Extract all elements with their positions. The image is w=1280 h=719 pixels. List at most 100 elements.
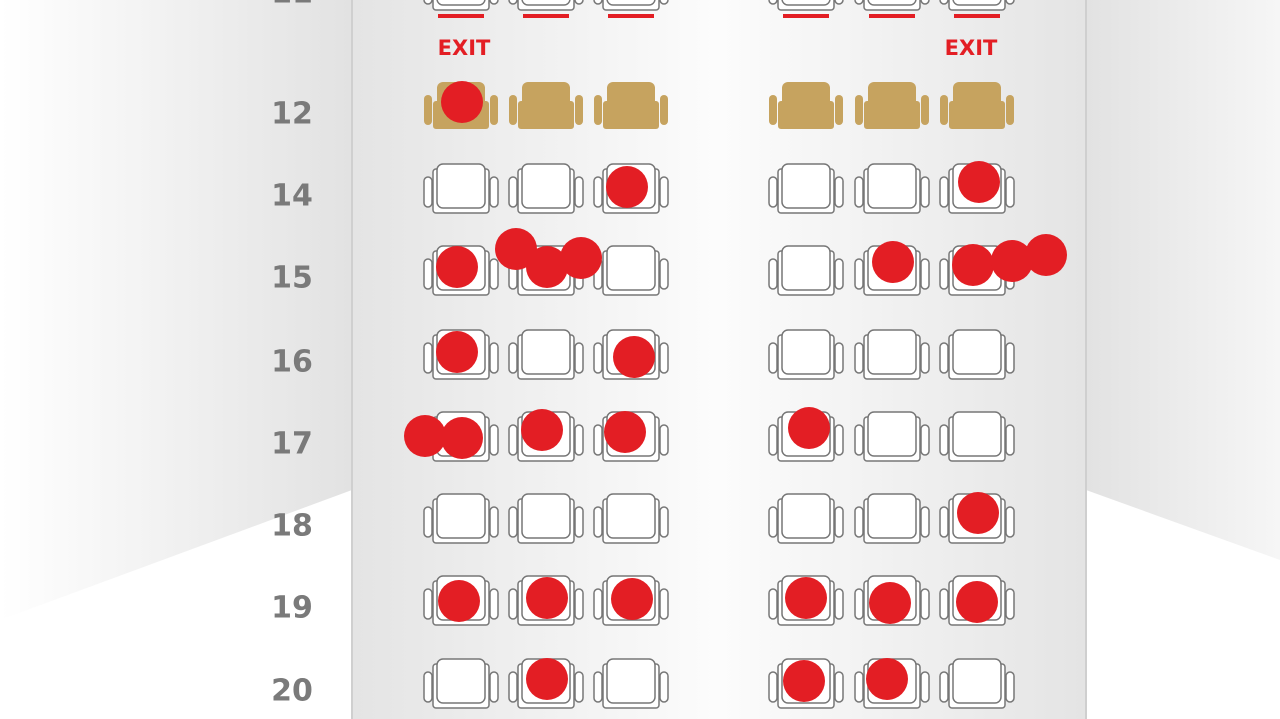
seat-back xyxy=(781,0,831,6)
seat-back xyxy=(521,0,571,6)
passenger-dot xyxy=(441,81,483,123)
armrest xyxy=(1006,95,1014,125)
armrest xyxy=(423,258,433,290)
armrest xyxy=(834,506,844,538)
armrest xyxy=(1005,671,1015,703)
armrest xyxy=(939,342,949,374)
passenger-dot xyxy=(526,577,568,619)
passenger-dot xyxy=(521,409,563,451)
seat-back xyxy=(436,163,486,209)
seat xyxy=(593,658,669,709)
seat xyxy=(939,329,1015,380)
passenger-dot xyxy=(866,658,908,700)
seat xyxy=(768,329,844,380)
armrest xyxy=(574,176,584,208)
passenger-dot xyxy=(438,580,480,622)
seat-back xyxy=(867,0,917,6)
armrest xyxy=(834,671,844,703)
seat-back xyxy=(521,329,571,375)
seat-back xyxy=(521,493,571,539)
armrest xyxy=(423,342,433,374)
armrest xyxy=(423,506,433,538)
armrest xyxy=(920,671,930,703)
fuselage-left xyxy=(0,0,352,620)
row-label: 15 xyxy=(271,261,313,296)
seat xyxy=(769,82,843,129)
seat xyxy=(768,163,844,214)
armrest xyxy=(508,176,518,208)
seat xyxy=(508,329,584,380)
exit-marker xyxy=(869,14,915,18)
armrest xyxy=(768,671,778,703)
seat xyxy=(854,411,930,462)
seat xyxy=(508,493,584,544)
armrest xyxy=(1005,0,1015,5)
armrest xyxy=(659,258,669,290)
seat-back xyxy=(521,163,571,209)
armrest xyxy=(834,424,844,456)
seat xyxy=(423,163,499,214)
seat xyxy=(423,658,499,709)
passenger-dot xyxy=(436,331,478,373)
seat-back xyxy=(867,163,917,209)
row-label: 19 xyxy=(271,591,313,626)
seat-base xyxy=(778,101,834,129)
seat xyxy=(855,82,929,129)
row-labels: 11 12 14 15 16 17 18 19 20 xyxy=(271,0,313,709)
armrest xyxy=(1005,342,1015,374)
passenger-dot xyxy=(526,246,568,288)
seat xyxy=(768,245,844,296)
armrest xyxy=(834,588,844,620)
armrest xyxy=(574,0,584,5)
seat-base xyxy=(949,101,1005,129)
row-label: 11 xyxy=(271,0,313,11)
armrest xyxy=(939,588,949,620)
seat-back xyxy=(781,493,831,539)
armrest xyxy=(508,671,518,703)
armrest xyxy=(1005,588,1015,620)
passenger-dot xyxy=(991,240,1033,282)
passenger-dot xyxy=(436,246,478,288)
seat xyxy=(508,163,584,214)
exit-marker xyxy=(608,14,654,18)
armrest xyxy=(768,588,778,620)
seat-back xyxy=(436,493,486,539)
armrest xyxy=(768,424,778,456)
armrest xyxy=(834,258,844,290)
armrest xyxy=(939,671,949,703)
seat xyxy=(593,0,669,11)
passenger-dot xyxy=(606,166,648,208)
row-label: 18 xyxy=(271,509,313,544)
seat-back xyxy=(781,245,831,291)
armrest xyxy=(768,258,778,290)
seat-back xyxy=(952,658,1002,704)
armrest xyxy=(939,424,949,456)
seat-back xyxy=(867,329,917,375)
passenger-dot xyxy=(604,411,646,453)
seat xyxy=(593,493,669,544)
seat xyxy=(939,658,1015,709)
passenger-dot xyxy=(1025,234,1067,276)
passenger-dot xyxy=(785,577,827,619)
armrest xyxy=(854,0,864,5)
armrest xyxy=(593,671,603,703)
seat-base xyxy=(864,101,920,129)
seat xyxy=(508,0,584,11)
exit-marker xyxy=(783,14,829,18)
armrest xyxy=(575,95,583,125)
armrest xyxy=(920,0,930,5)
armrest xyxy=(939,506,949,538)
armrest xyxy=(920,424,930,456)
armrest xyxy=(659,176,669,208)
seat-back xyxy=(867,493,917,539)
armrest xyxy=(834,0,844,5)
armrest xyxy=(768,0,778,5)
seat-base xyxy=(603,101,659,129)
armrest xyxy=(424,95,432,125)
armrest xyxy=(854,258,864,290)
exit-marker xyxy=(954,14,1000,18)
armrest xyxy=(920,258,930,290)
armrest xyxy=(659,506,669,538)
armrest xyxy=(768,506,778,538)
